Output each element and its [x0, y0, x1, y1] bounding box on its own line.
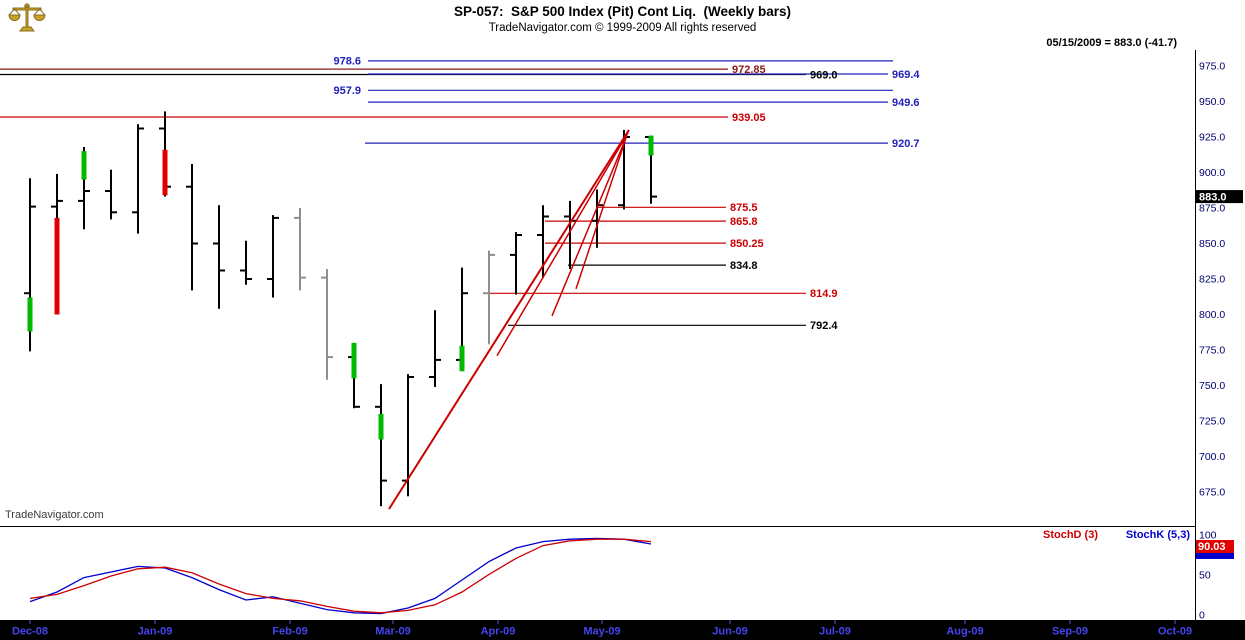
stoch-axis-label: 0	[1199, 610, 1205, 622]
current-price-badge	[1196, 190, 1243, 204]
last-quote-readout: 05/15/2009 = 883.0 (-41.7)	[1046, 37, 1177, 49]
price-level-label: 865.8	[730, 216, 758, 228]
price-bar	[105, 169, 117, 220]
price-level-label: 969.0	[810, 69, 838, 81]
stochd-value-badge	[1196, 540, 1234, 553]
month-label: May-09	[583, 626, 620, 638]
month-label: Jan-09	[138, 626, 173, 638]
price-level-label: 969.4	[892, 69, 920, 81]
price-bar	[294, 208, 306, 291]
price-level-label: 920.7	[892, 138, 920, 150]
price-bar	[645, 135, 657, 204]
stoch-value-label: 90.03	[1198, 541, 1226, 553]
stochd-line	[29, 538, 652, 614]
price-bar	[348, 342, 360, 409]
month-label: Dec-08	[12, 626, 48, 638]
month-label: Jul-09	[819, 626, 851, 638]
price-axis-label: 800.0	[1199, 309, 1225, 321]
trade-navigator-logo-icon	[8, 2, 46, 39]
price-level-label: 814.9	[810, 288, 838, 300]
price-level-label: 834.8	[730, 260, 758, 272]
price-bar	[24, 178, 36, 352]
date-axis-bar	[0, 620, 1245, 640]
price-bar	[564, 200, 576, 270]
price-bar	[429, 310, 441, 387]
price-bar	[159, 111, 171, 197]
month-label: Sep-09	[1052, 626, 1088, 638]
price-level-label: 957.9	[333, 85, 361, 97]
price-bar	[375, 384, 387, 507]
price-level-label: 972.85	[732, 64, 766, 76]
price-bar	[267, 215, 279, 298]
price-bar	[132, 124, 144, 234]
price-bar	[456, 267, 468, 372]
price-bar	[78, 146, 90, 230]
price-axis-label: 775.0	[1199, 345, 1225, 357]
price-bar	[483, 250, 495, 345]
stochk-legend[interactable]: StochK (5,3)	[1125, 529, 1190, 541]
price-axis-label: 700.0	[1199, 451, 1225, 463]
trendline[interactable]	[388, 129, 630, 510]
price-bar	[51, 173, 63, 315]
chart-title: SP-057: S&P 500 Index (Pit) Cont Liq. (W…	[453, 4, 792, 19]
price-level-label: 875.5	[730, 202, 758, 214]
stochk-line	[29, 537, 652, 615]
price-axis-label: 750.0	[1199, 380, 1225, 392]
price-axis-label: 975.0	[1199, 61, 1225, 73]
price-bar	[321, 269, 333, 380]
price-bar	[240, 240, 252, 285]
watermark: TradeNavigator.com	[5, 509, 104, 521]
trendline[interactable]	[575, 141, 626, 290]
price-axis-label: 900.0	[1199, 167, 1225, 179]
price-axis-label: 675.0	[1199, 487, 1225, 499]
price-bar	[510, 232, 522, 295]
price-level-label: 792.4	[810, 320, 838, 332]
stochd-legend[interactable]: StochD (3)	[1043, 529, 1098, 541]
trendline[interactable]	[551, 135, 628, 317]
price-axis-label: 725.0	[1199, 416, 1225, 428]
price-axis-label: 850.0	[1199, 238, 1225, 250]
price-level-label: 850.25	[730, 238, 764, 250]
month-label: Jun-09	[712, 626, 747, 638]
price-level-label: 939.05	[732, 112, 766, 124]
month-label: Oct-09	[1158, 626, 1192, 638]
price-axis-label: 950.0	[1199, 96, 1225, 108]
month-label: Mar-09	[375, 626, 410, 638]
current-price-label: 883.0	[1199, 192, 1227, 204]
month-label: Feb-09	[272, 626, 307, 638]
price-level-label: 978.6	[333, 56, 361, 68]
price-level-label: 949.6	[892, 97, 920, 109]
chart-copyright: TradeNavigator.com © 1999-2009 All right…	[488, 22, 757, 34]
price-axis-label: 875.0	[1199, 203, 1225, 215]
stoch-axis-label: 50	[1199, 570, 1211, 582]
price-axis-label: 925.0	[1199, 132, 1225, 144]
price-bar	[213, 205, 225, 309]
price-bar	[186, 164, 198, 291]
price-axis-label: 825.0	[1199, 274, 1225, 286]
stoch-axis-label: 100	[1199, 530, 1217, 542]
month-label: Apr-09	[481, 626, 516, 638]
trendline[interactable]	[496, 132, 629, 357]
month-label: Aug-09	[946, 626, 983, 638]
